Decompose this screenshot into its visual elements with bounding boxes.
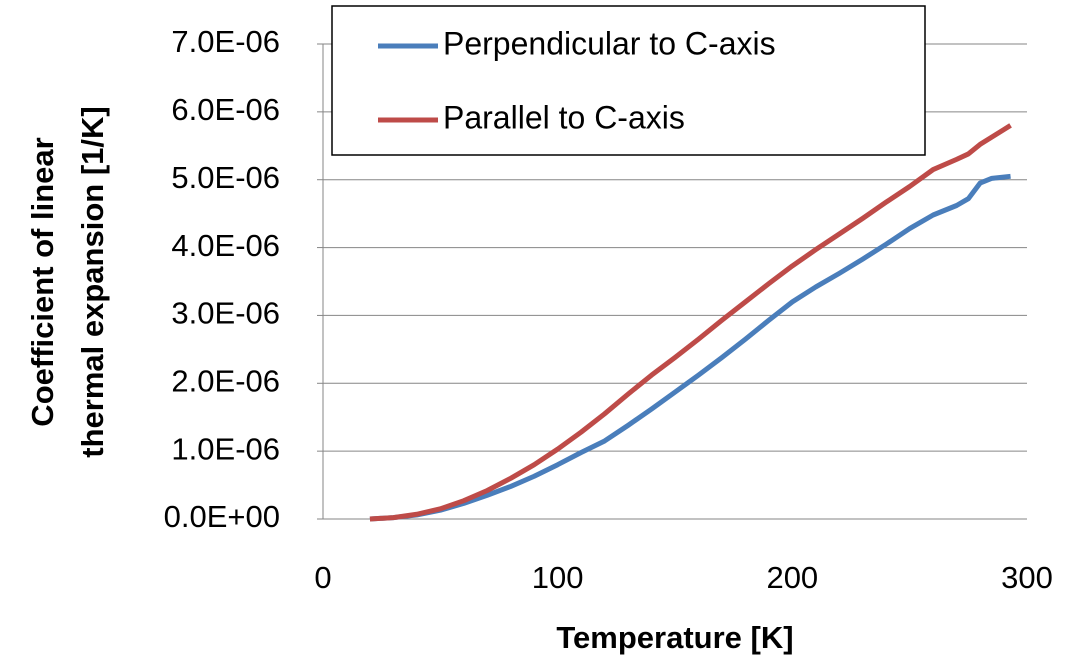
x-axis-title: Temperature [K] — [556, 620, 793, 655]
x-tick-label: 0 — [314, 560, 331, 595]
y-tick-label: 5.0E-06 — [171, 160, 280, 195]
y-tick-label: 2.0E-06 — [171, 363, 280, 398]
y-tick-label: 0.0E+00 — [164, 499, 280, 534]
y-tick-label: 7.0E-06 — [171, 24, 280, 59]
legend-label: Parallel to C-axis — [443, 99, 685, 135]
data-line — [369, 123, 1012, 522]
y-tick-label: 1.0E-06 — [171, 431, 280, 466]
x-tick-label: 300 — [1001, 560, 1053, 595]
legend-box — [331, 5, 926, 156]
y-axis-title: thermal expansion [1/K] — [75, 106, 110, 457]
legend-label: Perpendicular to C-axis — [443, 25, 776, 61]
y-axis-title: Coefficient of linear — [25, 137, 60, 426]
y-tick-label: 4.0E-06 — [171, 228, 280, 263]
data-line — [369, 173, 1011, 522]
y-tick-label: 6.0E-06 — [171, 92, 280, 127]
x-tick-label: 200 — [766, 560, 818, 595]
x-tick-label: 100 — [532, 560, 584, 595]
y-tick-label: 3.0E-06 — [171, 296, 280, 331]
